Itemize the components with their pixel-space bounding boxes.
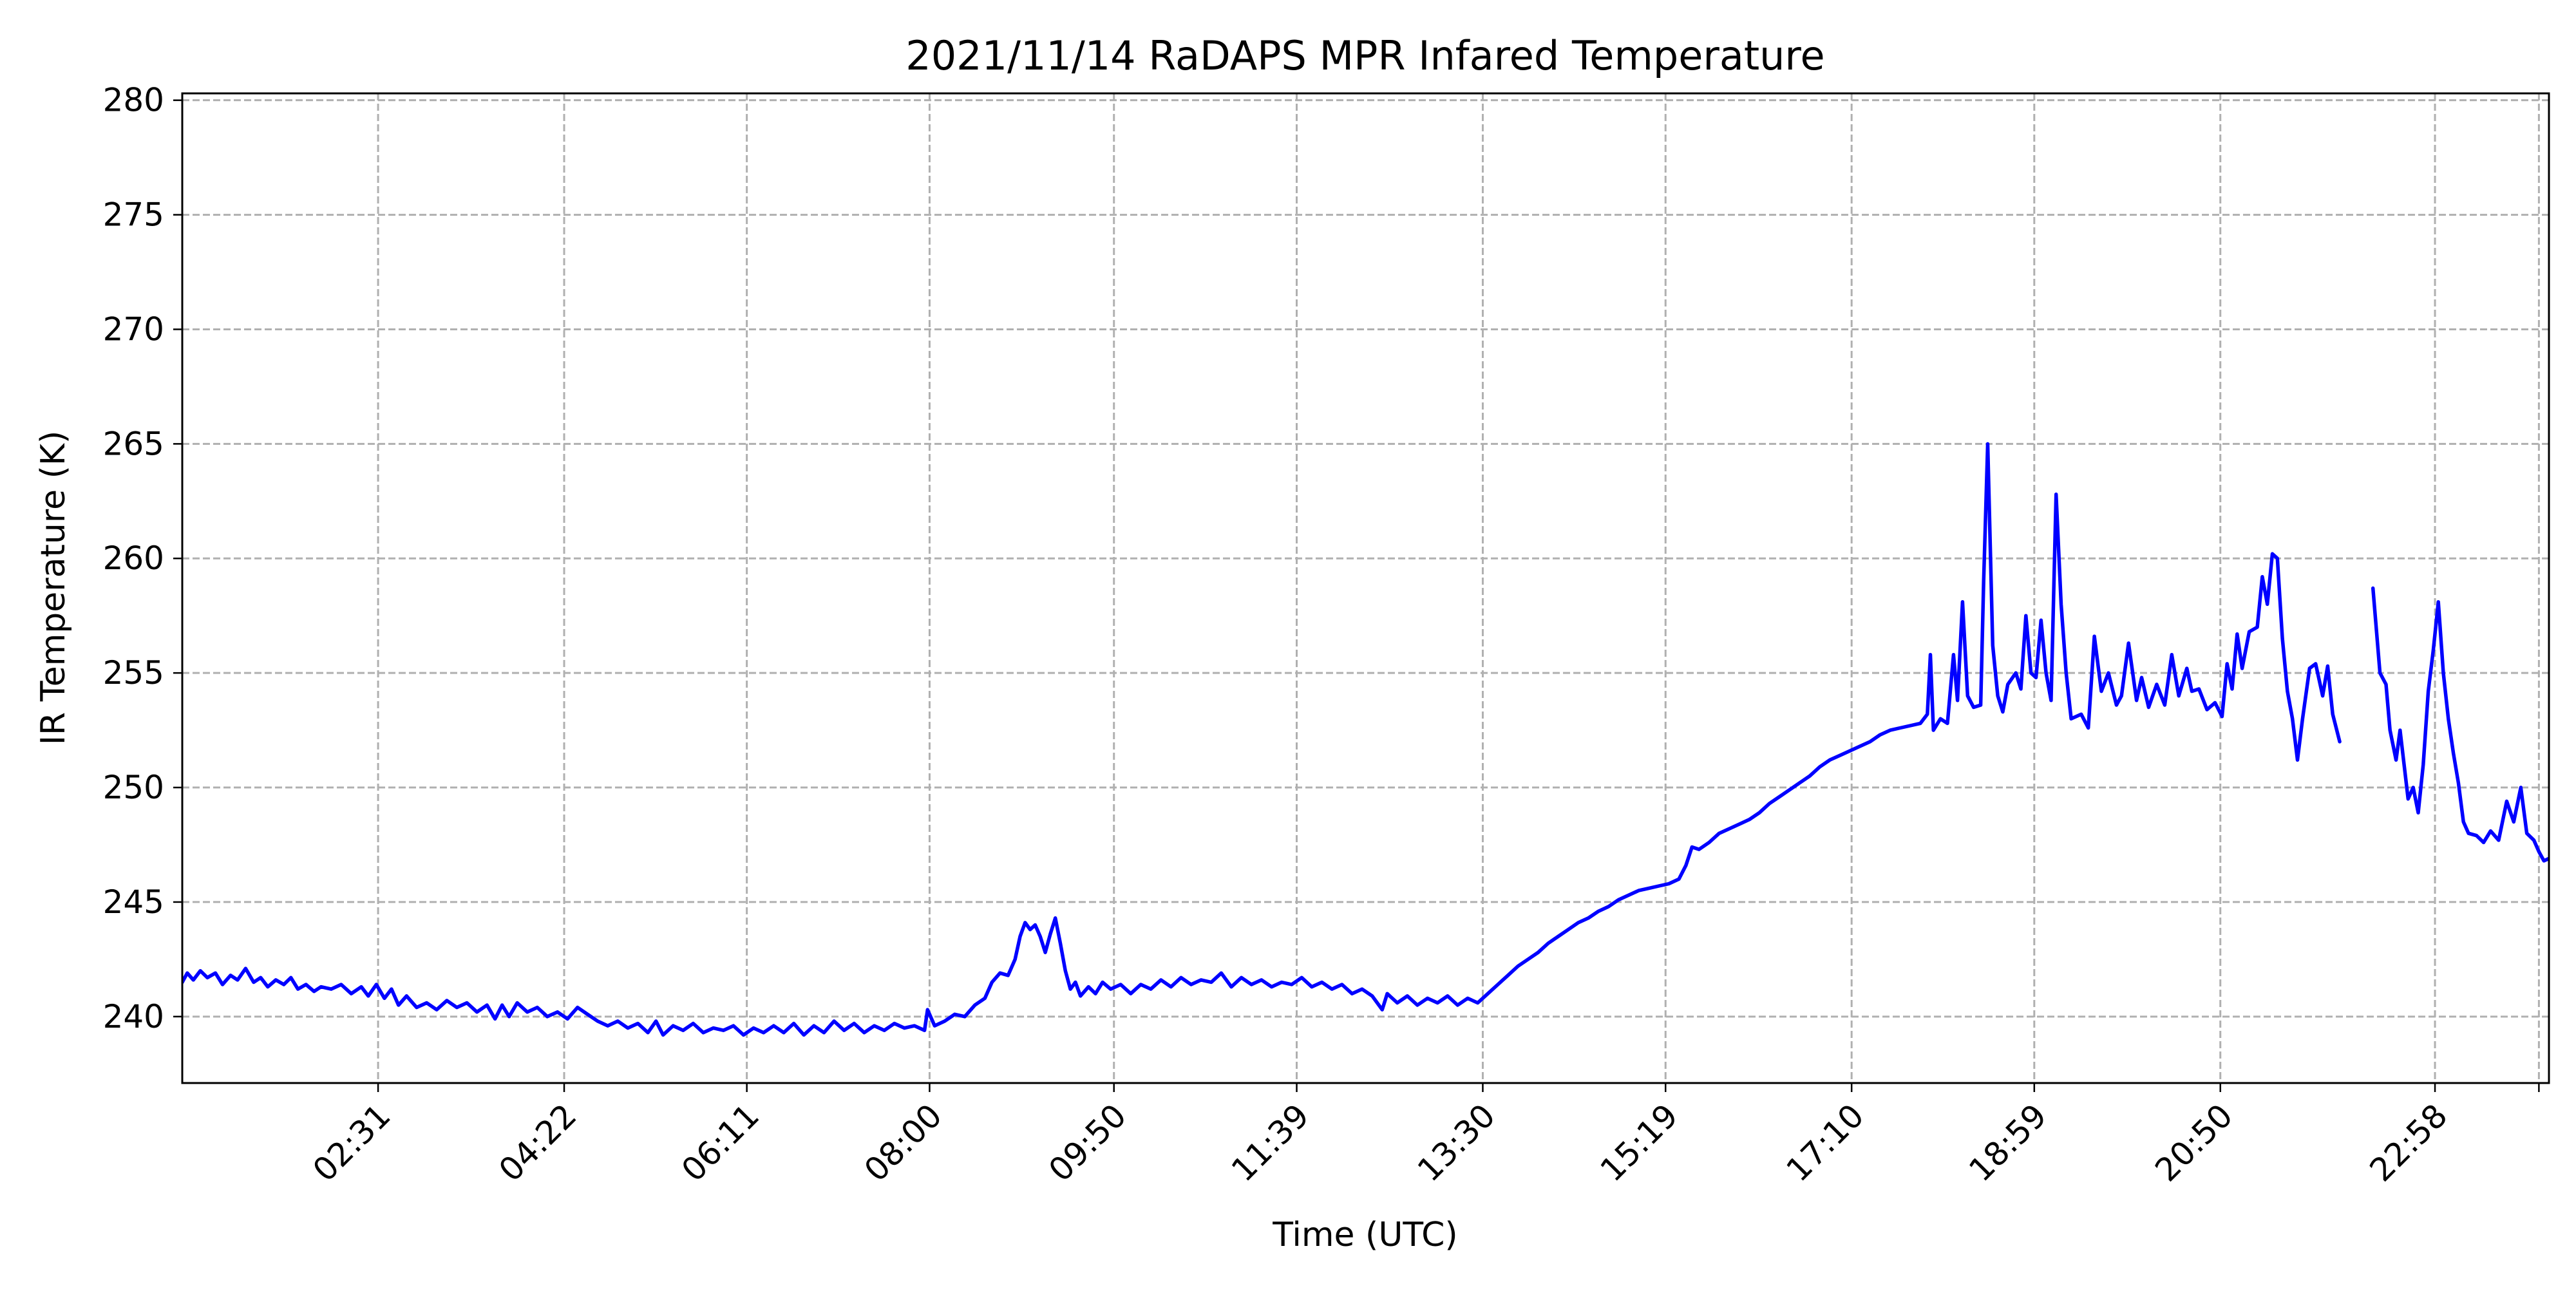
y-tick-label: 250	[103, 769, 164, 806]
y-tick-label: 260	[103, 540, 164, 577]
y-tick-label: 240	[103, 998, 164, 1035]
x-tick-label: 06:11	[674, 1097, 766, 1189]
x-tick-label: 17:10	[1779, 1097, 1871, 1189]
plot-frame	[181, 92, 2550, 1084]
x-tick-label: 18:59	[1962, 1097, 2054, 1189]
x-tick-label: 13:30	[1410, 1097, 1502, 1189]
x-tick-label: 11:39	[1224, 1097, 1316, 1189]
y-tick-label: 280	[103, 82, 164, 119]
x-tick-label: 09:50	[1041, 1097, 1133, 1189]
x-tick-label: 02:31	[306, 1097, 398, 1189]
y-tick-label: 255	[103, 654, 164, 692]
x-tick-label: 08:00	[857, 1097, 949, 1189]
tick-layer: 240 245 250 255 260 265 270 275 280 02:31 04:22 06:…	[103, 82, 2540, 1189]
series-layer	[182, 442, 2549, 1037]
ir-temperature-line	[182, 442, 2342, 1037]
grid-layer	[182, 93, 2549, 1083]
y-tick-label: 270	[103, 310, 164, 348]
x-axis-label: Time (UTC)	[1272, 1216, 1457, 1254]
y-tick-label: 275	[103, 196, 164, 234]
ir-temperature-line	[2371, 586, 2549, 863]
x-tick-label: 20:50	[2148, 1097, 2240, 1189]
x-tick-label: 22:58	[2363, 1097, 2455, 1189]
y-tick-label: 265	[103, 425, 164, 462]
x-tick-label: 15:19	[1593, 1097, 1685, 1189]
y-axis-label: IR Temperature (K)	[34, 431, 73, 746]
y-tick-label: 245	[103, 883, 164, 921]
x-tick-label: 04:22	[492, 1097, 584, 1189]
chart-title: 2021/11/14 RaDAPS MPR Infared Temperatur…	[905, 32, 1824, 79]
